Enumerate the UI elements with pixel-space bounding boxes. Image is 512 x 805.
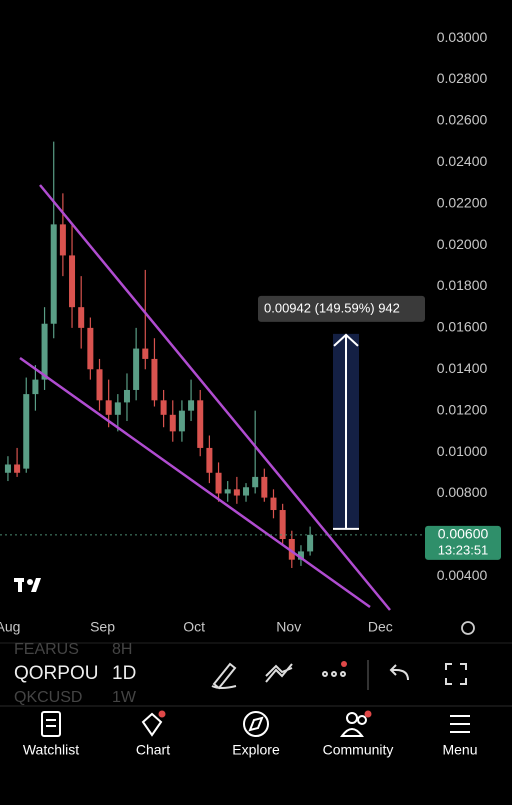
- nav-item[interactable]: Watchlist: [23, 742, 79, 758]
- candle-body: [169, 414, 176, 432]
- candle-body: [188, 400, 195, 411]
- y-tick-label: 0.01800: [437, 277, 488, 293]
- badge: [364, 710, 372, 718]
- x-tick-label: Nov: [276, 619, 301, 635]
- candle-body: [215, 472, 222, 494]
- candle-body: [105, 400, 112, 415]
- candle-body: [151, 358, 158, 401]
- nav-item[interactable]: Chart: [136, 742, 170, 758]
- y-tick-label: 0.02400: [437, 153, 488, 169]
- candle-body: [160, 400, 167, 415]
- candle-body: [96, 369, 103, 401]
- trend-line: [19, 356, 371, 609]
- nav-item[interactable]: Community: [323, 742, 394, 758]
- badge: [341, 661, 347, 667]
- toolbar-icons[interactable]: [211, 660, 467, 690]
- symbol[interactable]: QKCUSD: [14, 689, 82, 706]
- candle-body: [114, 402, 121, 415]
- y-tick-label: 0.00800: [437, 484, 488, 500]
- settings-icon[interactable]: [461, 621, 475, 635]
- measure-label: 0.00942 (149.59%) 942: [264, 300, 400, 315]
- logo: [14, 578, 41, 592]
- badge: [158, 710, 166, 718]
- candle-body: [279, 510, 286, 540]
- x-tick-label: Oct: [183, 619, 205, 635]
- symbol[interactable]: FEARUS: [14, 641, 79, 658]
- measure-head: [333, 333, 359, 347]
- candle-body: [252, 476, 259, 488]
- y-tick-label: 0.01400: [437, 360, 488, 376]
- nav-item[interactable]: Explore: [232, 742, 280, 758]
- candle-body: [288, 539, 295, 560]
- interval: 1W: [112, 689, 137, 706]
- candle-body: [50, 224, 57, 324]
- candle-body: [178, 410, 185, 432]
- x-tick-label: Sep: [90, 619, 115, 635]
- y-tick-label: 0.01600: [437, 319, 488, 335]
- trend-line: [39, 184, 391, 611]
- nav-item[interactable]: Menu: [442, 742, 477, 758]
- y-tick-label: 0.02800: [437, 70, 488, 86]
- interval: 8H: [112, 641, 132, 658]
- candle-body: [307, 534, 314, 552]
- candle-body: [32, 379, 39, 395]
- price-label: 0.00600: [438, 526, 489, 542]
- candle-body: [133, 348, 140, 390]
- countdown: 13:23:51: [438, 542, 489, 557]
- candle-body: [233, 489, 240, 496]
- candle-body: [69, 255, 76, 308]
- x-tick-label: Aug: [0, 619, 20, 635]
- candle-body: [23, 394, 30, 469]
- measure-tag: [258, 295, 425, 322]
- candle-body: [243, 487, 250, 496]
- price-tag: [425, 525, 501, 560]
- candle-body: [297, 551, 304, 560]
- candle-body: [4, 464, 11, 473]
- candle-body: [78, 307, 85, 328]
- candle-body: [87, 327, 94, 370]
- y-tick-label: 0.00400: [437, 567, 488, 583]
- candle-body: [197, 400, 204, 448]
- candle-body: [142, 348, 149, 359]
- nav-icons: [41, 711, 470, 737]
- candle-body: [59, 224, 66, 256]
- candle-body: [14, 464, 21, 473]
- candle-body: [123, 389, 130, 403]
- x-tick-label: Dec: [368, 619, 393, 635]
- candle-body: [224, 489, 231, 494]
- y-tick-label: 0.01200: [437, 401, 488, 417]
- symbol[interactable]: QORPOU: [14, 663, 98, 684]
- candle-body: [270, 497, 277, 511]
- candle-body: [261, 476, 268, 498]
- candle-body: [41, 323, 48, 380]
- y-tick-label: 0.02000: [437, 236, 488, 252]
- interval[interactable]: 1D: [112, 663, 136, 684]
- y-tick-label: 0.02200: [437, 194, 488, 210]
- candle-body: [206, 447, 213, 473]
- y-tick-label: 0.01000: [437, 443, 488, 459]
- y-tick-label: 0.03000: [437, 29, 488, 45]
- y-tick-label: 0.02600: [437, 112, 488, 128]
